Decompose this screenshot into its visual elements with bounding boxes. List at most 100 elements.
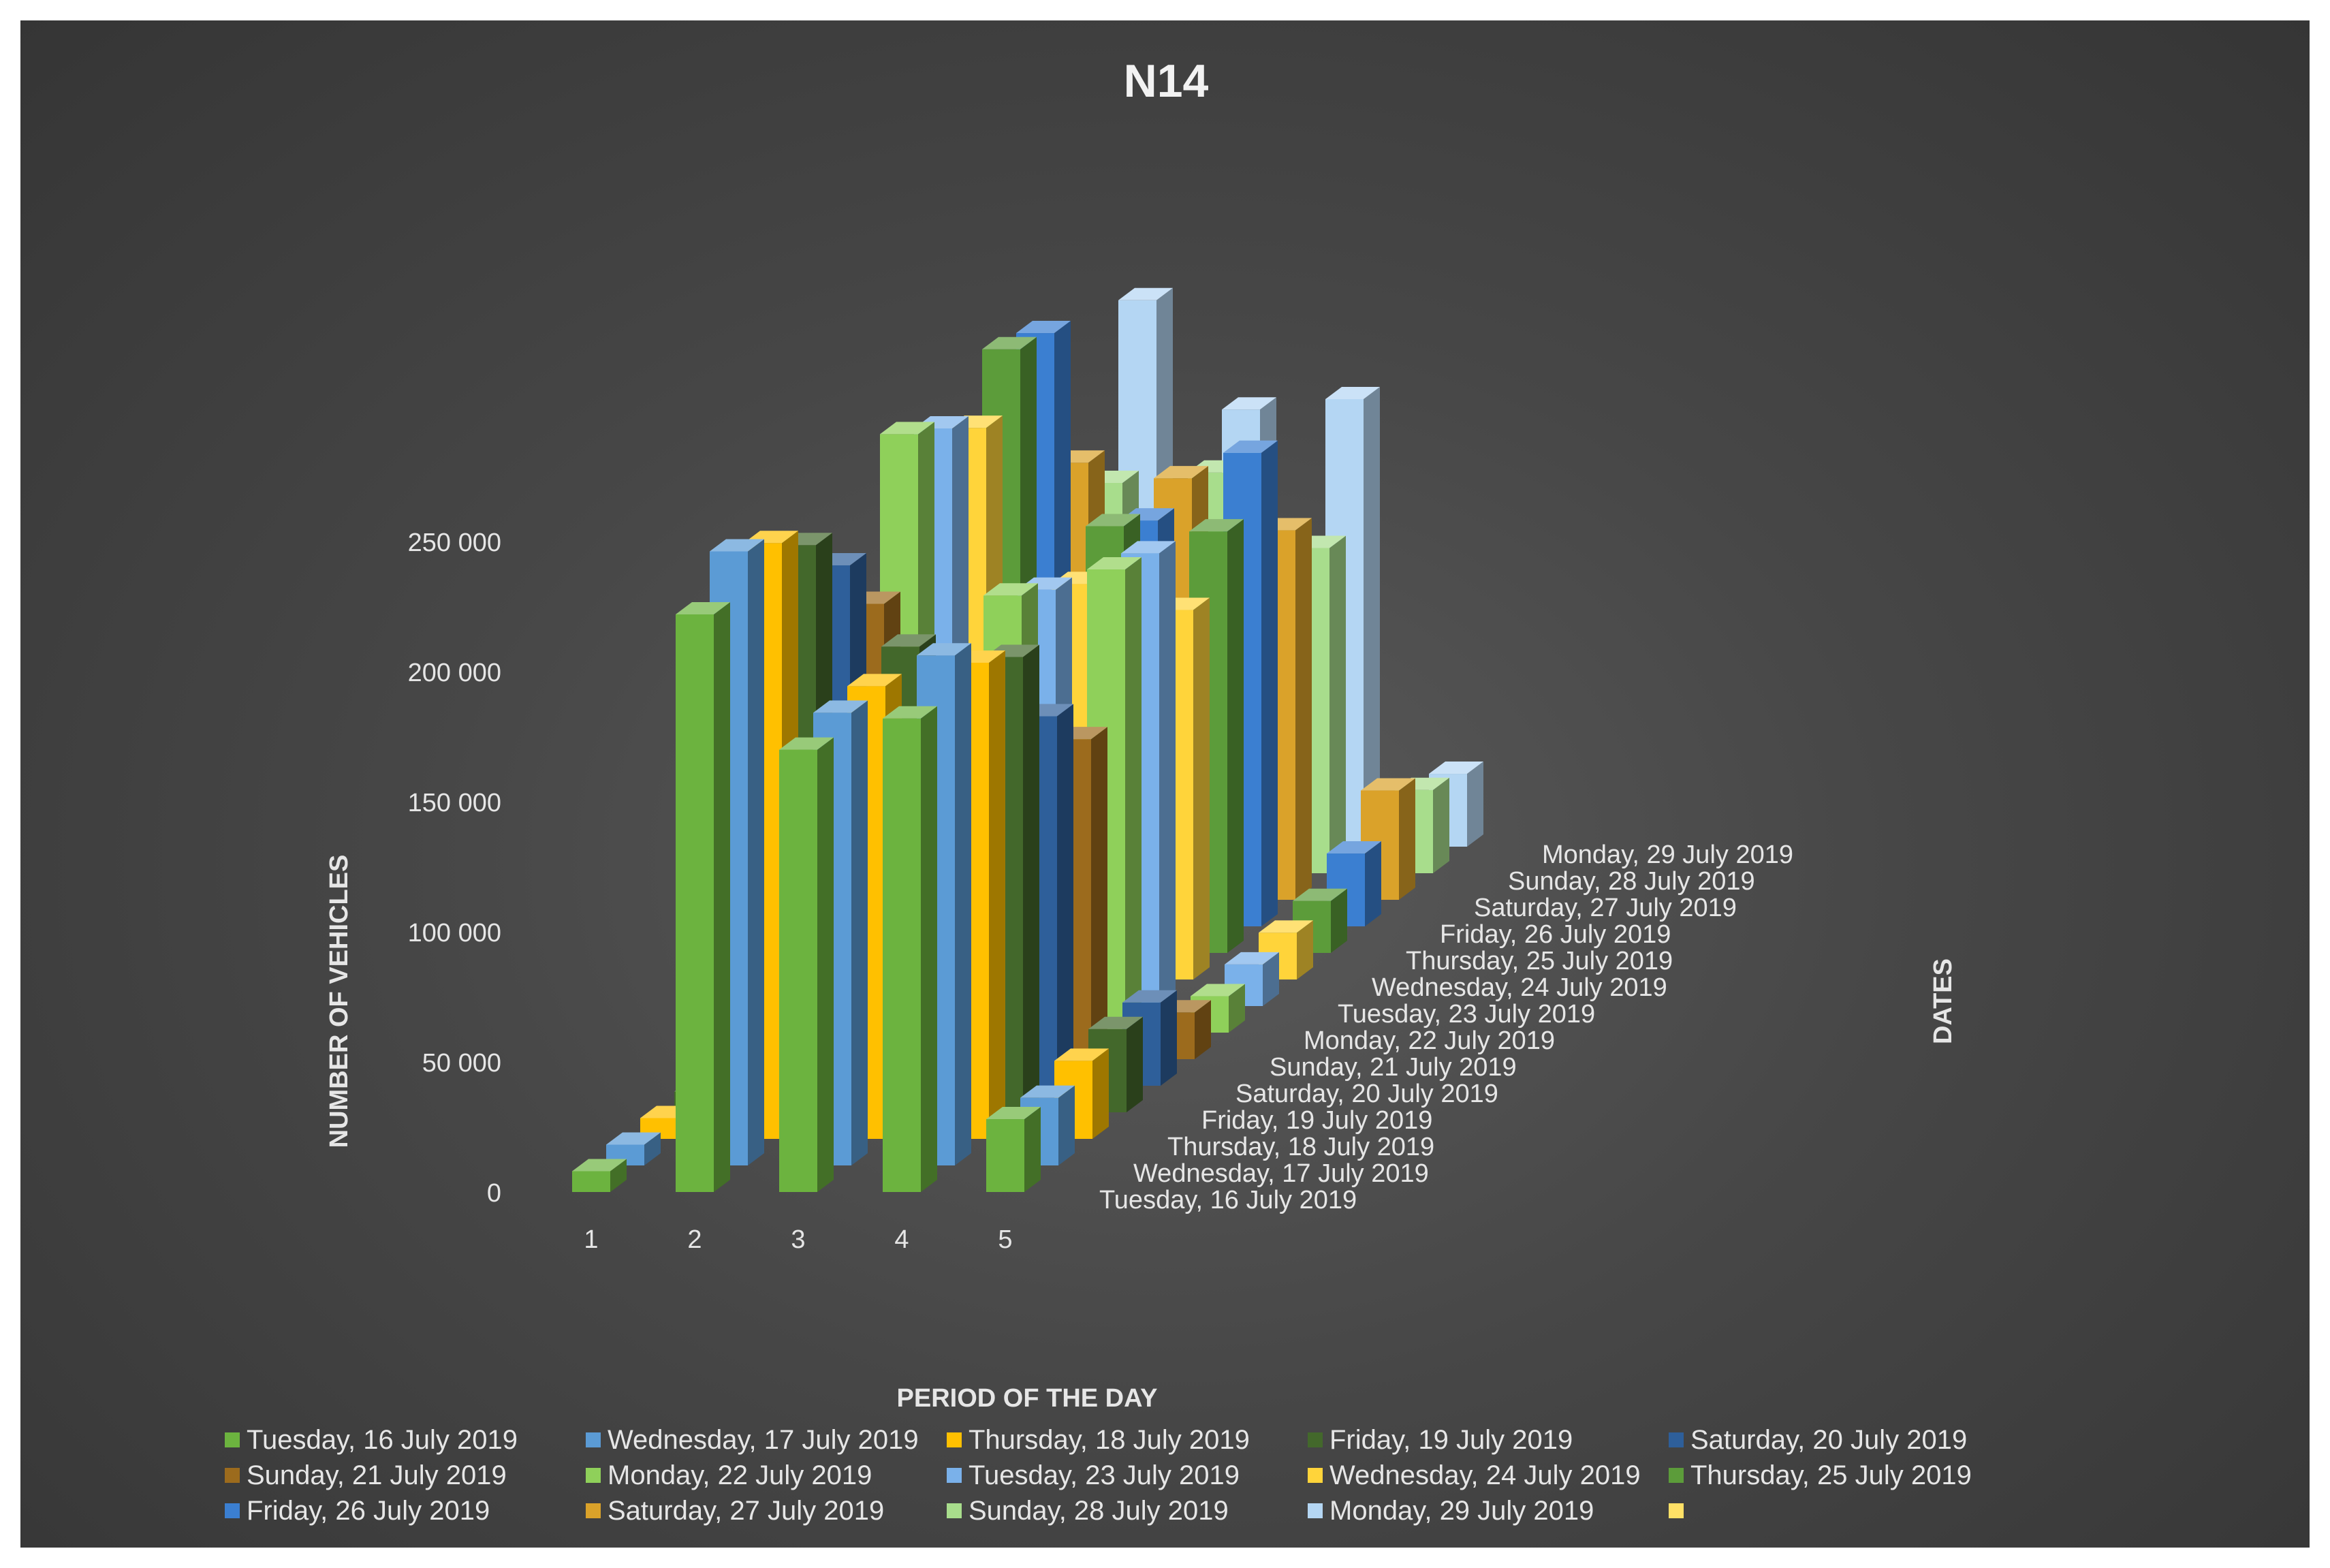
bar-top [1087, 557, 1142, 570]
bar-top [1327, 841, 1381, 854]
date-axis-label: Sunday, 28 July 2019 [1508, 867, 1755, 896]
bar-top [1189, 519, 1244, 532]
bar-side [1193, 597, 1210, 979]
date-axis-label: Saturday, 20 July 2019 [1235, 1080, 1498, 1108]
date-axis-label: Friday, 26 July 2019 [1440, 920, 1671, 949]
bar-top [1222, 397, 1276, 410]
x-axis-ticks: 1 2 3 4 5 [584, 1225, 1012, 1254]
bar-top [1293, 888, 1347, 901]
bar-side [1297, 920, 1313, 979]
bar-side [1091, 727, 1107, 1059]
legend-item: Monday, 29 July 2019 [1308, 1494, 1669, 1527]
legend-swatch [947, 1432, 962, 1447]
bar-top [982, 336, 1037, 349]
legend-item: Friday, 26 July 2019 [225, 1494, 586, 1527]
legend-label: Sunday, 28 July 2019 [969, 1495, 1229, 1526]
bar-front [883, 718, 921, 1192]
legend-swatch [586, 1468, 601, 1483]
date-axis-label: Saturday, 27 July 2019 [1474, 894, 1737, 922]
bar-side [1058, 1085, 1075, 1165]
legend-label: Thursday, 25 July 2019 [1690, 1460, 1972, 1490]
legend-swatch [1308, 1503, 1323, 1518]
bar-top [1225, 952, 1279, 965]
bar-side [1092, 1048, 1109, 1139]
legend-swatch [1308, 1432, 1323, 1447]
bar-side [817, 737, 834, 1192]
bar-side [1127, 1016, 1143, 1112]
bar [986, 1107, 1041, 1192]
date-axis-label: Thursday, 25 July 2019 [1406, 947, 1673, 975]
bar-side [748, 539, 764, 1165]
y-tick-label: 200 000 [408, 659, 501, 687]
bar-top [1016, 321, 1071, 334]
legend-item: Saturday, 20 July 2019 [1669, 1424, 2050, 1456]
legend-label: Saturday, 27 July 2019 [608, 1495, 885, 1526]
bar-side [1263, 952, 1279, 1006]
legend-label: Monday, 22 July 2019 [608, 1460, 872, 1490]
bar-top [1325, 386, 1380, 399]
legend-swatch [1669, 1503, 1684, 1518]
chart-area: N14 0 50 000 100 000 150 000 200 000 250 000 … [20, 20, 2310, 1548]
bar-top [1086, 514, 1140, 527]
bar [572, 1159, 627, 1192]
legend-label: Tuesday, 23 July 2019 [969, 1460, 1240, 1490]
legend-swatch [1669, 1432, 1684, 1447]
bar-front [572, 1171, 610, 1192]
bar-side [1024, 1107, 1041, 1192]
legend-swatch [947, 1468, 962, 1483]
bar-top [983, 583, 1038, 596]
y-tick-label: 250 000 [408, 529, 501, 557]
x-tick-label: 1 [584, 1225, 598, 1254]
bar-side [1161, 990, 1177, 1086]
bar-side [1399, 778, 1415, 900]
bar-side [1295, 518, 1312, 900]
bar-side [1261, 440, 1278, 926]
bar-side [1229, 984, 1245, 1033]
legend-swatch [225, 1432, 240, 1447]
bar-top [1121, 541, 1176, 554]
bar-top [1154, 466, 1208, 479]
y-tick-label: 100 000 [408, 919, 501, 947]
bar-top [710, 539, 764, 552]
x-axis-title: PERIOD OF THE DAY [897, 1384, 1158, 1413]
bar-top [1259, 920, 1313, 933]
legend-label: Wednesday, 24 July 2019 [1329, 1460, 1641, 1490]
bar-front [986, 1119, 1024, 1192]
bar-top [572, 1159, 627, 1172]
legend-item: Sunday, 21 July 2019 [225, 1459, 586, 1492]
legend-swatch [586, 1432, 601, 1447]
y-axis-ticks: 0 50 000 100 000 150 000 200 000 250 000 [408, 529, 501, 1208]
x-tick-label: 3 [791, 1225, 805, 1254]
bar [883, 706, 937, 1192]
date-axis-label: Monday, 22 July 2019 [1304, 1026, 1555, 1055]
z-axis-title: DATES [1929, 958, 1957, 1044]
bar-side [1125, 557, 1142, 1033]
bar-side [1433, 777, 1449, 873]
legend-label: Friday, 19 July 2019 [1329, 1424, 1573, 1455]
legend-swatch [947, 1503, 962, 1518]
bar-top [1122, 990, 1177, 1003]
date-axis-label: Monday, 29 July 2019 [1542, 841, 1793, 869]
bar [676, 601, 730, 1192]
legend-item: Thursday, 25 July 2019 [1669, 1459, 2050, 1492]
bar-side [714, 601, 730, 1192]
legend-item: Tuesday, 16 July 2019 [225, 1424, 586, 1456]
x-tick-label: 5 [998, 1225, 1012, 1254]
legend-item [1669, 1494, 2050, 1527]
bar-side [1023, 644, 1039, 1112]
legend-swatch [225, 1468, 240, 1483]
bar-side [1467, 762, 1483, 847]
bar-side [1329, 535, 1346, 873]
bar-side [644, 1132, 661, 1165]
bar-side [1057, 704, 1073, 1086]
bar-top [813, 700, 868, 713]
date-axis-label: Sunday, 21 July 2019 [1270, 1053, 1517, 1082]
bar-top [779, 737, 834, 750]
y-axis-title: NUMBER OF VEHICLES [325, 855, 353, 1148]
date-axis-label: Friday, 19 July 2019 [1201, 1106, 1432, 1135]
legend-swatch [586, 1503, 601, 1518]
bar-top [986, 1107, 1041, 1120]
date-axis-label: Wednesday, 17 July 2019 [1133, 1159, 1429, 1188]
